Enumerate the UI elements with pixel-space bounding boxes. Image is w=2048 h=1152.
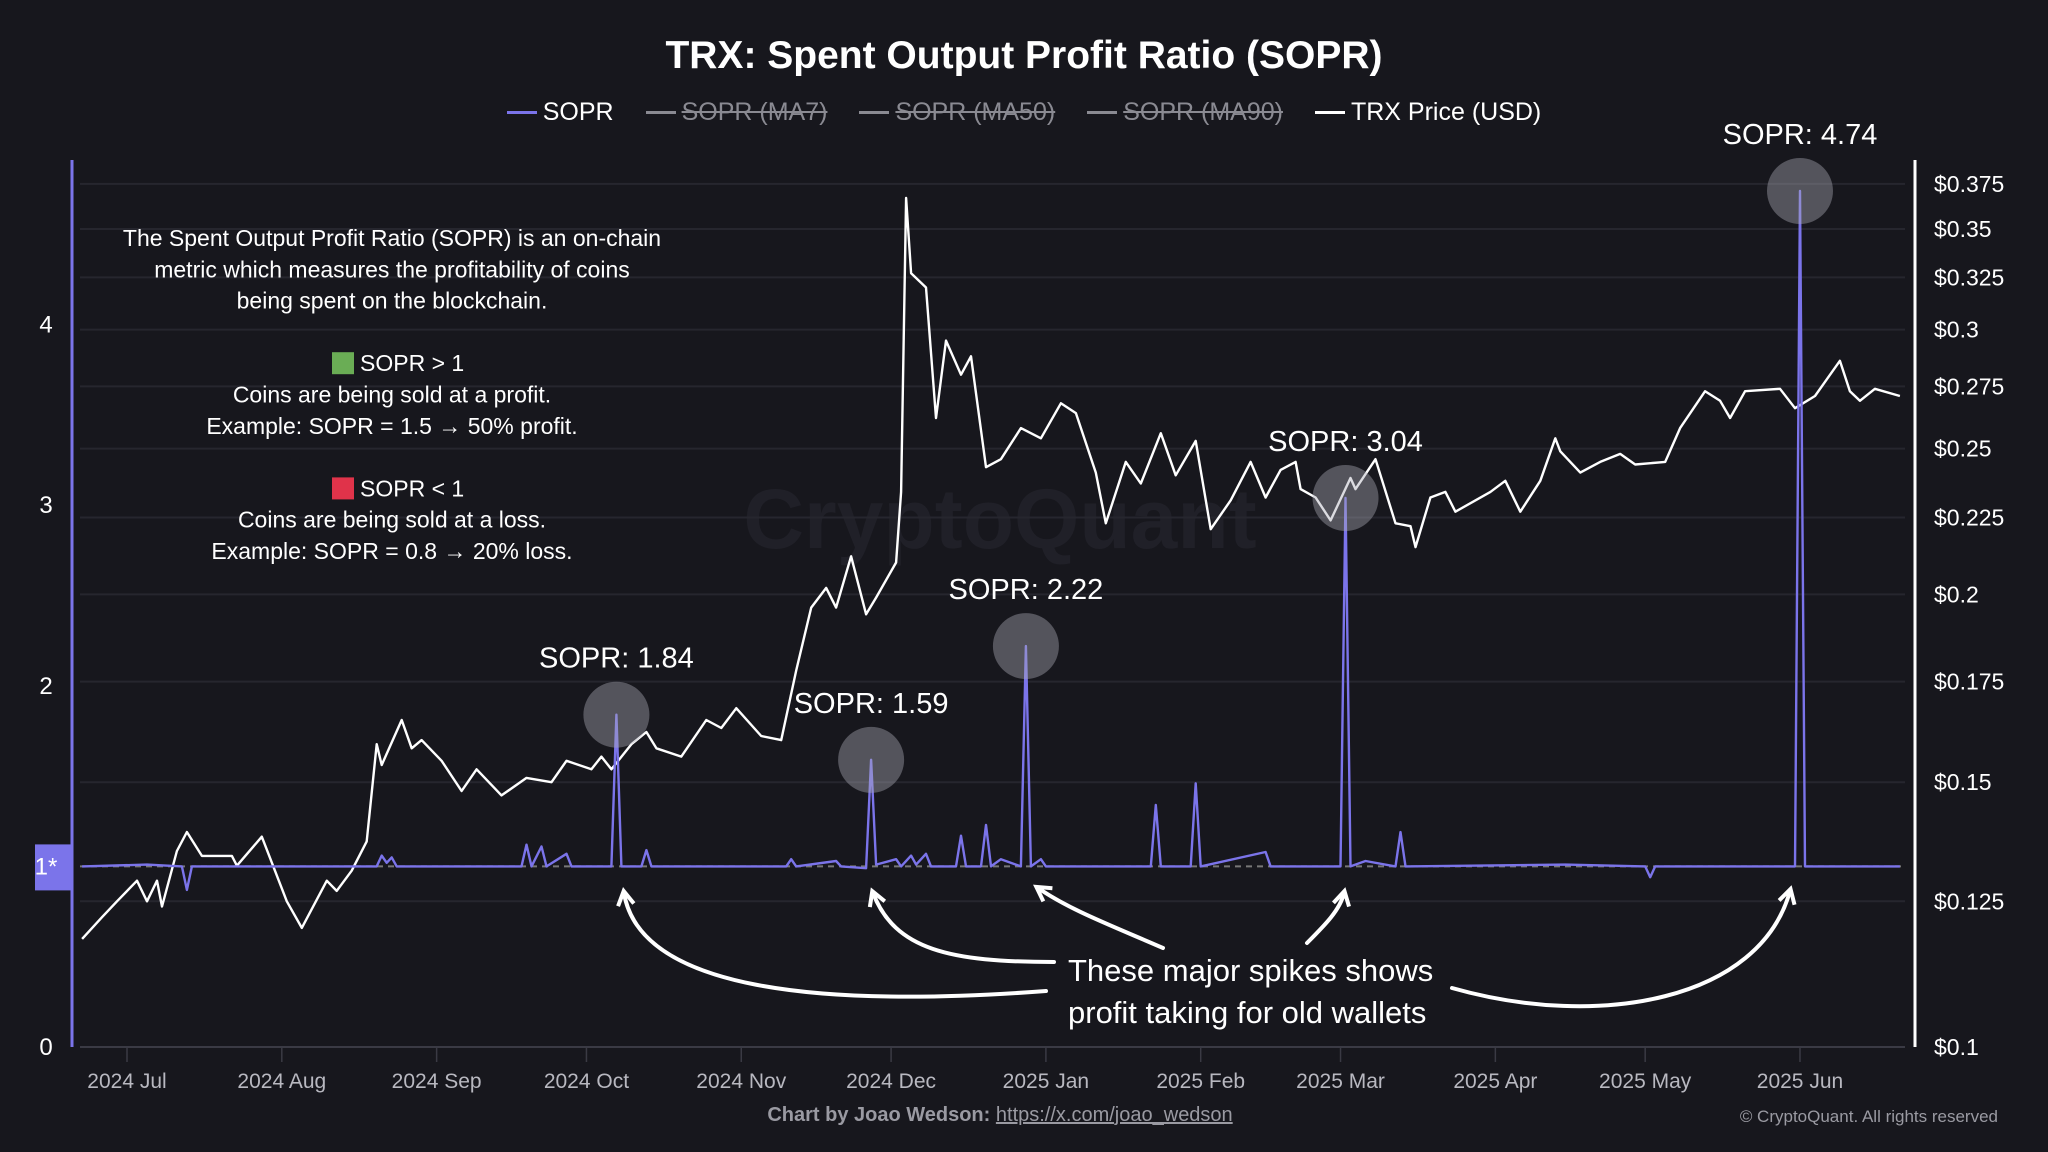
callout-arrows bbox=[616, 884, 1797, 1009]
left-axis-tick-label: 2 bbox=[39, 673, 52, 700]
x-axis-tick-label: 2024 Nov bbox=[696, 1070, 786, 1093]
legend-swatch bbox=[859, 111, 890, 114]
legend-item[interactable]: SOPR (MA90) bbox=[1087, 98, 1283, 127]
spike-label: SOPR: 2.22 bbox=[949, 574, 1104, 606]
info-intro-line: being spent on the blockchain. bbox=[237, 288, 548, 314]
right-axis-tick-label: $0.15 bbox=[1934, 769, 1992, 795]
spikes-note-line-2: profit taking for old wallets bbox=[1068, 995, 1426, 1030]
loss-heading: SOPR < 1 bbox=[360, 475, 464, 501]
legend-label: TRX Price (USD) bbox=[1350, 98, 1542, 126]
right-axis-tick-label: $0.25 bbox=[1934, 436, 1992, 462]
left-y-axis: 0 1* 2 3 4 bbox=[35, 312, 72, 1061]
spike-label: SOPR: 1.59 bbox=[794, 688, 949, 720]
legend-item[interactable]: TRX Price (USD) bbox=[1314, 98, 1542, 127]
spike-label: SOPR: 4.74 bbox=[1723, 119, 1878, 151]
spike-label: SOPR: 3.04 bbox=[1268, 426, 1423, 458]
annotations: SOPR: 1.84 SOPR: 1.59 SOPR: 2.22 SOPR: 3.04… bbox=[539, 119, 1877, 793]
right-axis-tick-label: $0.225 bbox=[1934, 504, 2004, 530]
right-axis-tick-label: $0.175 bbox=[1934, 669, 2004, 695]
legend-swatch bbox=[1087, 111, 1118, 114]
x-axis-tick-label: 2024 Sep bbox=[392, 1070, 482, 1093]
left-axis-tick-label: 4 bbox=[39, 312, 52, 339]
spike-highlight-circle bbox=[1766, 157, 1833, 224]
legend-swatch bbox=[506, 111, 537, 114]
chart-title: TRX: Spent Output Profit Ratio (SOPR) bbox=[665, 34, 1383, 77]
loss-swatch-icon bbox=[332, 477, 354, 500]
spike-highlight-circle bbox=[838, 726, 905, 793]
x-axis-tick-label: 2025 May bbox=[1599, 1070, 1692, 1093]
right-axis-tick-label: $0.1 bbox=[1934, 1034, 1979, 1060]
left-axis-tick-label: 3 bbox=[39, 492, 52, 519]
copyright: © CryptoQuant. All rights reserved bbox=[1739, 1107, 1998, 1126]
right-axis-tick-label: $0.2 bbox=[1934, 581, 1979, 607]
reference-value-badge bbox=[35, 844, 72, 891]
info-intro-line: metric which measures the profitability … bbox=[154, 256, 630, 282]
watermark: CryptoQuant bbox=[743, 472, 1256, 566]
legend-swatch bbox=[1314, 111, 1345, 114]
sopr-line bbox=[82, 189, 1900, 892]
legend-item[interactable]: SOPR bbox=[506, 98, 614, 127]
arrow-to-spike-2 bbox=[867, 887, 1056, 964]
arrow-to-spike-1 bbox=[616, 887, 1048, 999]
gridlines bbox=[80, 182, 1905, 903]
credit-link[interactable]: https://x.com/joao_wedson bbox=[995, 1104, 1233, 1126]
profit-swatch-icon bbox=[332, 352, 354, 375]
right-axis-tick-label: $0.375 bbox=[1934, 171, 2004, 197]
spike-label: SOPR: 1.84 bbox=[539, 643, 694, 675]
spike-highlight-circle bbox=[992, 613, 1059, 680]
arrow-to-spike-4 bbox=[1305, 887, 1351, 945]
legend: SOPR SOPR (MA7) SOPR (MA50) SOPR (MA90) TRX … bbox=[0, 98, 2048, 127]
footer-credit: Chart by Joao Wedson: https://x.com/joao… bbox=[767, 1104, 1232, 1127]
spikes-note-line-1: These major spikes shows bbox=[1068, 953, 1433, 988]
x-axis-tick-label: 2025 Apr bbox=[1453, 1070, 1537, 1093]
legend-label: SOPR bbox=[542, 98, 614, 126]
info-intro-line: The Spent Output Profit Ratio (SOPR) is … bbox=[123, 225, 661, 251]
right-y-axis: $0.1 $0.125 $0.15 $0.175 $0.2 $0.225 $0.25 $0.2… bbox=[1934, 171, 2004, 1060]
credit-label: Chart by Joao Wedson: bbox=[767, 1104, 991, 1126]
right-axis-tick-label: $0.35 bbox=[1934, 216, 1992, 242]
x-axis-tick-label: 2025 Jun bbox=[1757, 1070, 1843, 1093]
legend-item[interactable]: SOPR (MA7) bbox=[645, 98, 828, 127]
series-layer bbox=[81, 189, 1901, 940]
x-axis-tick-label: 2025 Mar bbox=[1296, 1070, 1385, 1093]
right-axis-tick-label: $0.125 bbox=[1934, 888, 2004, 914]
x-axis-tick-label: 2025 Feb bbox=[1156, 1070, 1245, 1093]
x-axis-tick-label: 2024 Aug bbox=[237, 1070, 326, 1093]
loss-description: Coins are being sold at a loss. bbox=[238, 507, 546, 533]
legend-label: SOPR (MA50) bbox=[895, 98, 1056, 126]
x-axis-tick-label: 2024 Jul bbox=[87, 1070, 166, 1093]
right-axis-tick-label: $0.325 bbox=[1934, 264, 2004, 290]
left-axis-tick-label: 0 bbox=[39, 1034, 52, 1061]
left-axis-tick-label: 1* bbox=[35, 853, 58, 880]
profit-description: Example: SOPR = 1.5 → 50% profit. bbox=[206, 413, 577, 439]
spike-highlight-circle bbox=[583, 681, 650, 748]
x-axis-tick-label: 2024 Oct bbox=[544, 1070, 629, 1093]
arrow-to-spike-3 bbox=[1033, 884, 1165, 950]
profit-description: Coins are being sold at a profit. bbox=[233, 382, 551, 408]
profit-heading: SOPR > 1 bbox=[360, 350, 464, 376]
legend-label: SOPR (MA90) bbox=[1123, 98, 1283, 126]
x-axis-tick-label: 2024 Dec bbox=[846, 1070, 936, 1093]
right-axis-tick-label: $0.275 bbox=[1934, 373, 2004, 399]
x-axis-tick-label: 2025 Jan bbox=[1003, 1070, 1089, 1093]
spike-highlight-circle bbox=[1312, 464, 1379, 531]
legend-label: SOPR (MA7) bbox=[681, 98, 828, 126]
arrow-to-spike-5 bbox=[1450, 885, 1797, 1009]
legend-swatch bbox=[645, 111, 676, 114]
right-axis-tick-label: $0.3 bbox=[1934, 317, 1979, 343]
legend-item[interactable]: SOPR (MA50) bbox=[859, 98, 1055, 127]
price-line bbox=[81, 196, 1901, 940]
x-axis: 2024 Jul 2024 Aug 2024 Sep 2024 Oct 2024 Nov… bbox=[87, 1047, 1843, 1093]
info-box: The Spent Output Profit Ratio (SOPR) is … bbox=[123, 225, 661, 564]
loss-description: Example: SOPR = 0.8 → 20% loss. bbox=[211, 538, 572, 564]
